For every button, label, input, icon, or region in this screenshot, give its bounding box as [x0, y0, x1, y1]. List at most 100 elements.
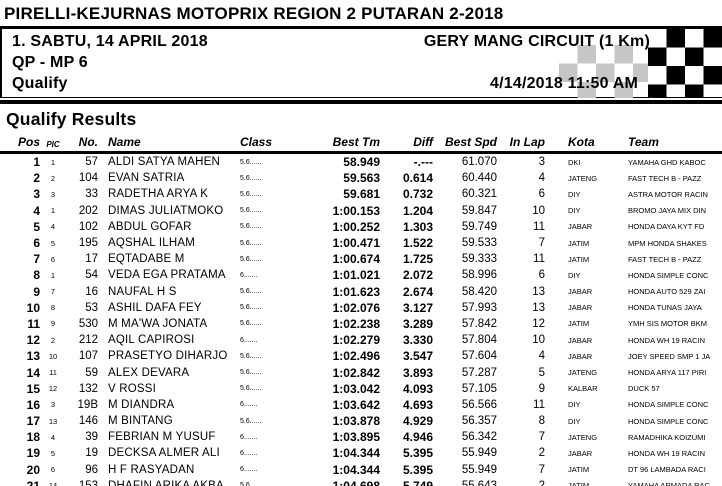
table-row: 1 1 57 ALDI SATYA MAHEN 5.6...... 58.949…: [0, 154, 722, 170]
cell-best-tm: 59.681: [343, 187, 380, 202]
cell-no: 107: [78, 350, 98, 363]
cell-no: 59: [85, 366, 98, 379]
cell-pic: 2: [50, 335, 56, 345]
cell-kota: JATIM: [568, 254, 590, 264]
cell-best-spd: 61.070: [461, 156, 497, 169]
session-class: QP - MP 6: [12, 53, 88, 71]
cell-team: FAST TECH B - PAZZ: [628, 173, 702, 183]
cell-pos: 14: [26, 365, 40, 380]
cell-pic: 1: [50, 270, 56, 280]
cell-name: EQTADABE M: [108, 253, 185, 266]
cell-in-lap: 13: [532, 285, 545, 298]
cell-name: VEDA EGA PRATAMA: [108, 269, 226, 282]
results-table-body: 1 1 57 ALDI SATYA MAHEN 5.6...... 58.949…: [0, 154, 722, 486]
cell-class: 5.6......: [240, 352, 262, 360]
cell-pic: 4: [50, 222, 56, 232]
cell-team: MPM HONDA SHAKES: [628, 238, 707, 248]
cell-best-spd: 59.847: [461, 204, 497, 217]
cell-team: RAMADHIKA KOIZUMI: [628, 432, 706, 442]
cell-class: 5.6......: [240, 288, 262, 296]
cell-team: JOEY SPEED SMP 1 JA: [628, 351, 711, 361]
circuit-name: GERY MANG CIRCUIT (1 Km): [423, 32, 650, 50]
cell-name: DIMAS JULIATMOKO: [108, 204, 224, 217]
cell-kota: DKI: [568, 157, 581, 167]
cell-best-spd: 59.533: [461, 237, 497, 250]
cell-no: 153: [78, 479, 98, 486]
cell-class: 5.6......: [240, 482, 262, 486]
table-row: 13 10 107 PRASETYO DIHARJO 5.6...... 1:0…: [0, 348, 722, 364]
cell-no: 212: [78, 334, 98, 347]
table-row: 14 11 59 ALEX DEVARA 5.6...... 1:02.842 …: [0, 364, 722, 380]
cell-best-tm: 59.563: [343, 171, 380, 186]
cell-pic: 1: [50, 157, 56, 167]
cell-kota: JATIM: [568, 319, 590, 329]
cell-no: 19B: [77, 398, 98, 411]
cell-diff: 0.732: [402, 187, 433, 202]
cell-kota: DIY: [568, 416, 581, 426]
table-row: 3 3 33 RADETHA ARYA K 5.6...... 59.681 0…: [0, 186, 722, 202]
cell-pic: 2: [50, 173, 56, 183]
cell-no: 33: [85, 188, 98, 201]
cell-no: 102: [78, 220, 98, 233]
cell-best-spd: 57.993: [461, 301, 497, 314]
cell-diff: 3.547: [402, 349, 433, 364]
cell-best-spd: 59.749: [461, 220, 497, 233]
cell-best-spd: 56.566: [461, 398, 497, 411]
cell-team: YAMAHA GHD KABOC: [628, 157, 706, 167]
cell-no: 146: [78, 415, 98, 428]
cell-team: FAST TECH B - PAZZ: [628, 254, 702, 264]
cell-diff: 4.946: [402, 430, 433, 445]
col-header-best-spd: Best Spd: [444, 135, 497, 149]
cell-best-spd: 58.420: [461, 285, 497, 298]
cell-team: HONDA SIMPLE CONC: [628, 416, 709, 426]
cell-name: M DIANDRA: [108, 398, 175, 411]
cell-kota: JABAR: [568, 351, 593, 361]
cell-pos: 17: [26, 414, 40, 429]
cell-diff: 1.204: [402, 203, 433, 218]
cell-pos: 2: [33, 171, 40, 186]
cell-no: 57: [85, 156, 98, 169]
cell-name: ALEX DEVARA: [108, 366, 190, 379]
cell-no: 202: [78, 204, 98, 217]
cell-diff: 1.522: [402, 236, 433, 251]
cell-class: 5.6......: [240, 304, 262, 312]
cell-no: 132: [78, 382, 98, 395]
cell-team: ASTRA MOTOR RACIN: [628, 189, 708, 199]
cell-name: ASHIL DAFA FEY: [108, 301, 202, 314]
cell-team: BROMO JAYA MIX DIN: [628, 206, 707, 216]
cell-kota: KALBAR: [568, 384, 598, 394]
cell-name: EVAN SATRIA: [108, 172, 185, 185]
cell-diff: 3.289: [402, 316, 433, 331]
cell-team: HONDA ARYA 117 PIRI: [628, 368, 707, 378]
table-row: 18 4 39 FEBRIAN M YUSUF 6....... 1:03.89…: [0, 429, 722, 445]
results-heading: Qualify Results: [6, 109, 137, 129]
cell-no: 96: [85, 463, 98, 476]
cell-kota: JATENG: [568, 368, 598, 378]
cell-best-tm: 1:00.674: [332, 252, 380, 267]
cell-best-spd: 56.357: [461, 415, 497, 428]
cell-kota: JABAR: [568, 448, 593, 458]
cell-in-lap: 11: [533, 220, 545, 233]
cell-pos: 12: [26, 333, 40, 348]
cell-no: 530: [78, 317, 98, 330]
cell-in-lap: 5: [538, 366, 545, 379]
table-row: 7 6 17 EQTADABE M 5.6...... 1:00.674 1.7…: [0, 251, 722, 267]
cell-diff: 3.330: [402, 333, 433, 348]
cell-best-spd: 60.321: [461, 188, 497, 201]
cell-class: 6.......: [240, 336, 258, 344]
cell-best-tm: 1:01.021: [332, 268, 380, 283]
cell-best-tm: 1:04.344: [332, 446, 380, 461]
cell-pos: 5: [33, 219, 40, 234]
cell-class: 6.......: [240, 433, 258, 441]
cell-name: ABDUL GOFAR: [108, 220, 192, 233]
cell-best-spd: 57.842: [461, 317, 497, 330]
table-row: 15 12 132 V ROSSI 5.6...... 1:03.042 4.0…: [0, 381, 722, 397]
cell-in-lap: 13: [532, 301, 545, 314]
cell-pic: 8: [50, 303, 56, 313]
cell-team: HONDA AUTO 529 ZAI: [628, 287, 706, 297]
cell-in-lap: 6: [538, 188, 545, 201]
cell-kota: DIY: [568, 189, 581, 199]
cell-team: HONDA WH 19 RACIN: [628, 335, 706, 345]
cell-best-tm: 1:04.698: [332, 478, 380, 486]
col-header-class: Class: [240, 135, 273, 149]
